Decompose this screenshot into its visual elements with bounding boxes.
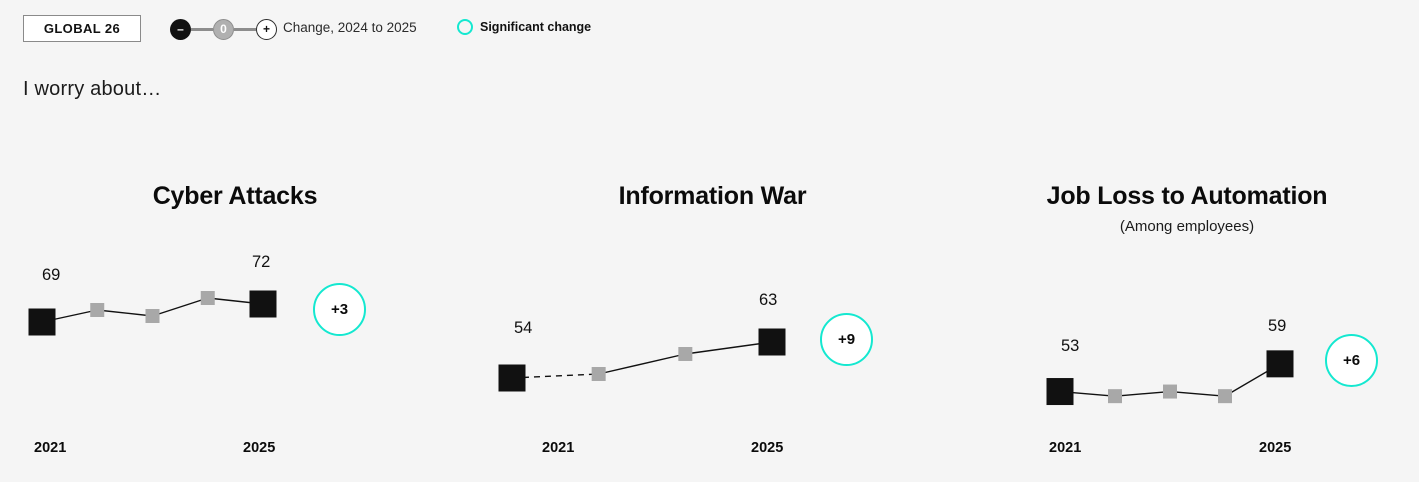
- change-badge: +3: [313, 283, 366, 336]
- chart-plot: [1046, 350, 1294, 406]
- header-bar: GLOBAL 26 – 0 + Change, 2024 to 2025 Sig…: [0, 0, 1419, 58]
- change-badge: +6: [1325, 334, 1378, 387]
- scale-positive-icon: +: [256, 18, 277, 40]
- chart-midpoint-marker: [591, 367, 606, 381]
- chart-plot: [28, 290, 277, 336]
- change-badge: +9: [820, 313, 873, 366]
- chart-midpoint-marker: [1218, 389, 1232, 404]
- axis-tick-label: 2025: [1259, 440, 1292, 456]
- chart-line-segment: [511, 373, 599, 379]
- charts-container: Cyber Attacks 2021 2025 69 72 +3 Informatio…: [0, 160, 1419, 482]
- chart-value-label: 53: [1061, 337, 1080, 355]
- chart-panel-cyber-attacks: Cyber Attacks 2021 2025 69 72 +3: [0, 160, 470, 482]
- chart-midpoint-marker: [200, 291, 215, 305]
- chart-midpoint-marker: [145, 309, 160, 323]
- significant-ring-icon: [457, 19, 473, 35]
- chart-value-label: 54: [514, 319, 533, 337]
- significant-change-legend: Significant change: [457, 19, 591, 35]
- scale-connector-right: [234, 27, 256, 31]
- scale-zero-icon: 0: [213, 18, 234, 40]
- chart-line-segment: [152, 297, 208, 317]
- chart-midpoint-marker: [1163, 384, 1177, 399]
- global-badge: GLOBAL 26: [23, 15, 141, 42]
- chart-endpoint-marker: [1266, 350, 1294, 378]
- chart-title: Job Loss to Automation: [1046, 182, 1328, 210]
- chart-value-label: 69: [42, 266, 61, 284]
- chart-subtitle: (Among employees): [1119, 218, 1255, 235]
- chart-line-segment: [685, 341, 773, 355]
- chart-endpoint-marker: [28, 308, 56, 336]
- chart-value-label: 72: [252, 253, 271, 271]
- chart-axis-years: 2021 2025: [470, 440, 955, 460]
- significant-change-label: Significant change: [480, 20, 592, 34]
- chart-endpoint-marker: [498, 364, 526, 392]
- chart-endpoint-marker: [1046, 378, 1074, 406]
- change-scale-legend: – 0 +: [170, 18, 277, 40]
- axis-tick-label: 2025: [243, 440, 276, 456]
- chart-panel-information-war: Information War 2021 2025 54 63 +9: [470, 160, 955, 482]
- chart-midpoint-marker: [678, 347, 693, 361]
- chart-value-label: 63: [759, 291, 778, 309]
- axis-tick-label: 2021: [1049, 440, 1082, 456]
- axis-tick-label: 2021: [34, 440, 67, 456]
- axis-tick-label: 2021: [542, 440, 575, 456]
- scale-negative-icon: –: [170, 18, 191, 40]
- chart-midpoint-marker: [1108, 389, 1122, 404]
- chart-midpoint-marker: [90, 303, 105, 317]
- scale-connector-left: [191, 27, 213, 31]
- chart-endpoint-marker: [249, 290, 277, 318]
- chart-axis-years: 2021 2025: [0, 440, 470, 460]
- chart-title: Information War: [618, 182, 807, 210]
- chart-line-segment: [1169, 390, 1226, 397]
- question-prompt: I worry about…: [23, 78, 162, 100]
- chart-plot: [498, 328, 786, 392]
- chart-axis-years: 2021 2025: [955, 440, 1419, 460]
- chart-endpoint-marker: [758, 328, 786, 356]
- chart-panel-job-loss-automation: Job Loss to Automation (Among employees)…: [955, 160, 1419, 482]
- scale-caption: Change, 2024 to 2025: [283, 20, 417, 35]
- chart-line-segment: [598, 353, 686, 375]
- chart-line-segment: [1114, 390, 1171, 397]
- chart-line-segment: [97, 309, 153, 317]
- axis-tick-label: 2025: [751, 440, 784, 456]
- chart-value-label: 59: [1268, 317, 1287, 335]
- chart-title: Cyber Attacks: [152, 182, 318, 210]
